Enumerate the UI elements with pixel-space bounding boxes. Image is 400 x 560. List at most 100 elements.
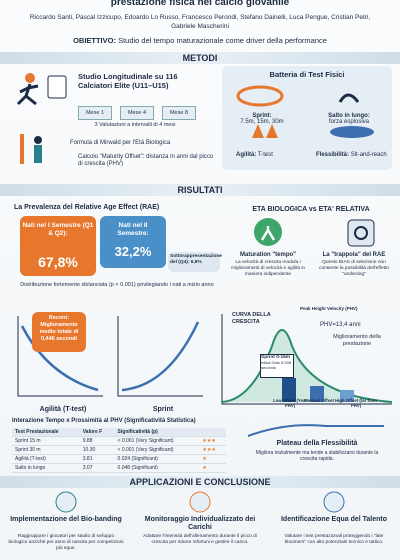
maturity: Calcolo "Maturity Offset": distanza in a… [78,154,214,167]
section-heading: METODI [0,52,400,64]
test-icons [236,85,374,138]
icon-shape [55,491,77,513]
table-row: Sprint 15 m 9.88 < 0.001 (Very Significant… [12,436,226,446]
plateau-panel: Plateau della Flessibilità Migliora iniz… [242,420,392,468]
curve-area [222,330,392,402]
plateau-path [247,424,384,437]
icon-shape [34,145,42,163]
trap-text: Questo BIAS di selezione non consente la… [319,260,389,277]
curve-title: CURVA DELLA CRESCITA [232,312,271,325]
valuations: 3 Valutazioni a intervalli di 4 mesi [94,122,176,128]
table-cell: Sprint 15 m [12,436,80,446]
offset-label: Low Offset (Year PHV) [273,398,307,408]
tempo-text: La velocità di crescita modula i miglior… [230,260,306,277]
trend-graphs [17,316,203,397]
table-cell: < 0.001 (Very Significant) [114,445,200,455]
test-detail: forza esplosiva [328,119,370,125]
test-name: Agilità: [236,152,257,158]
authors: Riccardo Santi, Pascal Izzicupo, Edoardo… [29,14,371,30]
significance-stars: ★★★ [199,436,226,446]
test: Flessibilità: Sit-and-reach [316,152,392,158]
icon-shape [189,491,211,513]
application-icons [55,491,345,513]
agility-label: Agilità (T-test) [39,406,87,413]
rae-title: La Prevalenza del Relative Age Effect (R… [14,204,160,211]
improvement: Miglioramento della prestazione [333,334,381,347]
test: Sprint: 7.5m, 15m, 30m [230,113,294,125]
table-body: Sprint 15 m 9.88 < 0.001 (Very Significant… [12,436,226,473]
title: prestazione fisica nel calcio giovanile [110,0,290,8]
test-detail: T-test [257,152,273,158]
study: Studio Longitudinale su 116 Calciatori E… [78,72,178,90]
plateau-title: Plateau della Flessibilità [276,440,358,447]
test-detail: 7.5m, 15m, 30m [240,119,284,125]
runner-icon [16,73,67,106]
initial-gain: Initial Gain 0.008 seconds [261,360,292,370]
battery-panel [222,66,392,170]
month-box: Mese 1 [78,106,112,120]
objective-text: Studio del tempo maturazionale come driv… [118,36,327,45]
measure-icon [20,134,42,164]
table-cell: < 0.001 (Very Significant) [114,436,200,446]
battery-title: Batteria di Test Fisici [269,70,345,79]
application-title: Implementazione del Bio-banding [10,516,122,523]
table-header-row: Test Prestazionale Valore F Significativ… [12,428,226,437]
axis [17,316,103,397]
icon-shape [34,136,42,144]
icon-shape [252,124,278,138]
objective: OBIETTIVO: Studio del tempo maturazional… [0,36,400,45]
test-detail: Sit-and-reach [350,152,387,158]
application-text: Valutare i test prestazionali proteggend… [284,534,384,545]
test-name: Sprint: [252,113,272,119]
month-box: Mese 8 [162,106,196,120]
offset-bar [310,386,324,402]
table-cell: 0.048 (Significant) [114,463,200,473]
significance-stars: ★ [199,454,226,464]
q4-box: Sottorappresentazione del (Q4): 6,9% [168,252,222,272]
icon-shape [47,75,67,99]
offset-bar [340,390,354,402]
test: Salto in lungo: forza esplosiva [314,113,384,125]
q4: Sottorappresentazione del (Q4): 6,9% [170,254,222,265]
section-heading: APPLICAZIONI E CONCLUSIONE [0,476,400,488]
table-title: Interazione Tempo x Prossimità al PHV (S… [12,418,196,424]
icon-shape [25,73,35,83]
phv-label: Peak Height Velocity (PHV) [300,306,358,311]
significance-stars: ★ [199,463,226,473]
bio-title: ETA BIOLOGICA vs ETA' RELATIVA [252,206,370,213]
icon-shape [347,219,375,247]
callout: Recent: Miglioramento medio totale di 0,… [32,312,86,352]
tempo-title: Maturation "tempo" [239,252,297,258]
icon-shape [260,226,276,241]
table-cell: 3.07 [79,463,115,473]
table-cell: Sprint 30 m [12,445,80,455]
table-cell: 9.88 [79,436,115,446]
sprint-box: Sprint 0-15m Initial Gain 0.008 seconds [260,354,294,378]
curve-line [221,329,393,403]
first-label: Nati nel I Semestre (Q1 & Q2): [22,222,94,237]
formula: Formula di Mirwald per l'Età Biologica [70,140,171,146]
plateau-text: Migliora inizialmente ma tende a stabili… [255,450,379,462]
second-label: Nati nel II Semestre: [117,222,149,237]
table-cell: 10.30 [79,445,115,455]
sprint-label: Sprint [152,406,174,413]
test-name: Flessibilità: [316,152,350,158]
icon-shape [338,93,360,103]
growth-curve [221,314,393,405]
significance-table: Test Prestazionale Valore F Significativ… [12,428,226,473]
table-cell: 3.81 [79,454,115,464]
table-header: Test Prestazionale [12,428,80,437]
axis [221,314,392,405]
sprint-box-title: Sprint 0-15m [261,355,291,360]
table-row: Salto in lungo 3.07 0.048 (Significant) ★ [12,463,226,473]
table-cell: Agilità (T-test) [12,454,80,464]
timeline: Mese 1 Mese 4 Mese 8 [78,96,196,120]
first-value: 67,8% [38,254,78,270]
icon-shape [20,134,24,164]
objective-label: OBIETTIVO: [73,36,116,45]
second-value: 32,2% [114,244,152,259]
offset-label: High Offset (far from PHV) [334,398,377,408]
table-cell: 0.024 (Significant) [114,454,200,464]
trap-title: La "trappola" del RAE [322,252,386,258]
